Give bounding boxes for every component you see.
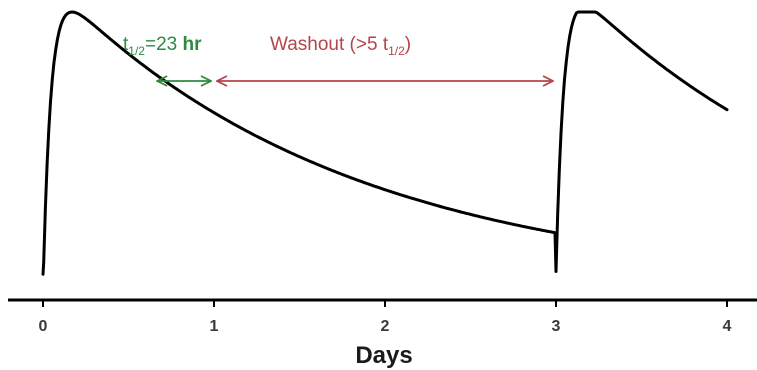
x-tick-label-4: 4 [723, 318, 732, 335]
x-tick-label-2: 2 [381, 318, 390, 335]
washout-label: Washout (>5 t1/2) [270, 34, 411, 58]
concentration-curve [41, 10, 729, 276]
x-tick-label-1: 1 [210, 318, 219, 335]
x-axis-title: Days [355, 342, 412, 369]
x-axis-ticks: 0 1 2 3 4 [39, 300, 732, 335]
half-life-label: t1/2=23 hr [123, 34, 202, 58]
x-tick-label-3: 3 [552, 318, 561, 335]
x-tick-label-0: 0 [39, 318, 48, 335]
